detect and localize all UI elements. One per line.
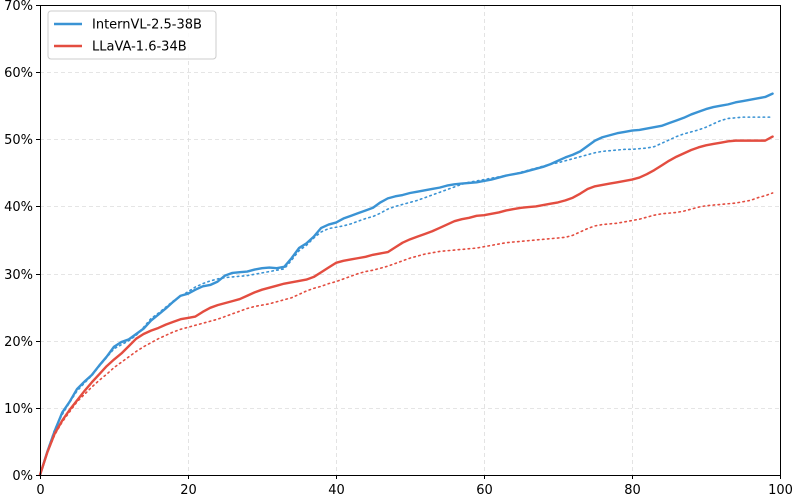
- x-tick-label: 60: [476, 483, 493, 498]
- x-tick-label: 0: [36, 483, 44, 498]
- y-tick-label: 0%: [12, 469, 33, 484]
- series-line-internvl-solid: [38, 92, 774, 477]
- y-tick-label: 10%: [4, 402, 33, 417]
- y-tick-label: 30%: [4, 268, 33, 283]
- x-tick-label: 100: [768, 483, 793, 498]
- grid-lines: [40, 5, 780, 475]
- legend-label-llava: LLaVA-1.6-34B: [92, 40, 187, 55]
- y-tick-label: 70%: [4, 0, 33, 14]
- x-tick-label: 20: [180, 483, 197, 498]
- plot-series: [38, 92, 774, 477]
- legend: InternVL-2.5-38B LLaVA-1.6-34B: [47, 10, 217, 60]
- plot-frame: [40, 5, 781, 476]
- series-line-llava-dotted: [39, 192, 774, 476]
- x-tick-label: 40: [328, 483, 345, 498]
- y-tick-label: 50%: [4, 133, 33, 148]
- x-tick-label: 80: [624, 483, 641, 498]
- y-tick-label: 20%: [4, 335, 33, 350]
- tick-labels: 0% 10% 20% 30% 40% 50% 60% 70% 0 20 40 60 80 100: [4, 0, 793, 498]
- axes: [40, 5, 781, 476]
- series-line-internvl-dotted: [39, 116, 774, 476]
- series-line-llava-solid: [38, 135, 774, 477]
- legend-box: [47, 10, 217, 60]
- legend-label-internvl: InternVL-2.5-38B: [92, 18, 202, 33]
- y-tick-label: 60%: [4, 66, 33, 81]
- y-tick-label: 40%: [4, 200, 33, 215]
